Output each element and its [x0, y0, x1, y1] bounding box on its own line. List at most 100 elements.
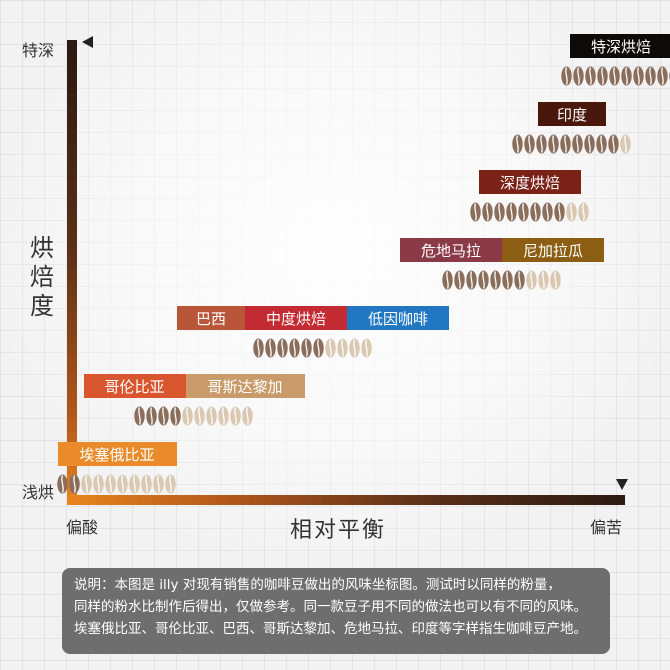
coffee-bean-empty-icon: [182, 406, 193, 426]
origin-label: 哥斯达黎加: [185, 374, 305, 398]
x-axis-title: 相对平衡: [290, 518, 387, 543]
coffee-bean-filled-icon: [633, 66, 644, 86]
origin-label: 低因咖啡: [347, 306, 449, 330]
bean-scale: [561, 66, 670, 88]
coffee-bean-filled-icon: [548, 134, 559, 154]
coffee-bean-filled-icon: [597, 66, 608, 86]
coffee-bean-empty-icon: [566, 202, 577, 222]
coffee-bean-filled-icon: [560, 134, 571, 154]
coffee-bean-empty-icon: [129, 474, 140, 494]
coffee-bean-filled-icon: [572, 134, 583, 154]
coffee-bean-filled-icon: [134, 406, 145, 426]
bean-scale: [57, 474, 176, 496]
note-line: 同样的粉水比制作后得出，仅做参考。同一款豆子用不同的做法也可以有不同的风味。: [74, 599, 587, 615]
x-axis-high-label: 偏苦: [590, 518, 623, 537]
coffee-bean-empty-icon: [81, 474, 92, 494]
x-axis-arrow-icon: [616, 479, 628, 490]
coffee-bean-filled-icon: [490, 270, 501, 290]
note-line: 说明：本图是 illy 对现有销售的咖啡豆做出的风味坐标图。测试时以同样的粉量，: [74, 577, 561, 593]
coffee-bean-filled-icon: [57, 474, 68, 494]
coffee-bean-filled-icon: [506, 202, 517, 222]
coffee-bean-empty-icon: [194, 406, 205, 426]
explanation-note: 说明：本图是 illy 对现有销售的咖啡豆做出的风味坐标图。测试时以同样的粉量，…: [62, 568, 610, 654]
bean-scale: [134, 406, 253, 428]
coffee-bean-empty-icon: [141, 474, 152, 494]
coffee-bean-empty-icon: [538, 270, 549, 290]
y-axis-high-label: 特深: [22, 41, 55, 60]
coffee-bean-filled-icon: [470, 202, 481, 222]
coffee-bean-empty-icon: [578, 202, 589, 222]
y-axis-arrow-icon: [82, 36, 93, 48]
coffee-bean-filled-icon: [253, 338, 264, 358]
coffee-bean-filled-icon: [478, 270, 489, 290]
coffee-bean-empty-icon: [242, 406, 253, 426]
coffee-bean-empty-icon: [117, 474, 128, 494]
y-axis-bar: [67, 40, 77, 505]
coffee-bean-filled-icon: [146, 406, 157, 426]
coffee-bean-empty-icon: [361, 338, 372, 358]
coffee-bean-filled-icon: [158, 406, 169, 426]
coffee-bean-filled-icon: [573, 66, 584, 86]
coffee-bean-empty-icon: [349, 338, 360, 358]
coffee-bean-empty-icon: [105, 474, 116, 494]
coffee-bean-filled-icon: [265, 338, 276, 358]
y-axis-title: 烘焙度: [30, 234, 54, 320]
origin-label: 深度烘焙: [479, 170, 581, 194]
coffee-bean-filled-icon: [289, 338, 300, 358]
origin-label: 哥伦比亚: [83, 374, 186, 398]
coffee-bean-filled-icon: [494, 202, 505, 222]
coffee-bean-filled-icon: [301, 338, 312, 358]
note-line: 埃塞俄比亚、哥伦比亚、巴西、哥斯达黎加、危地马拉、印度等字样指生咖啡豆产地。: [74, 621, 587, 637]
y-axis-low-label: 浅烘: [22, 483, 55, 502]
origin-label: 尼加拉瓜: [502, 238, 604, 262]
bean-scale: [470, 202, 589, 224]
coffee-bean-empty-icon: [153, 474, 164, 494]
coffee-bean-empty-icon: [230, 406, 241, 426]
coffee-bean-filled-icon: [584, 134, 595, 154]
bean-scale: [253, 338, 372, 360]
coffee-bean-empty-icon: [218, 406, 229, 426]
coffee-bean-filled-icon: [585, 66, 596, 86]
coffee-bean-filled-icon: [561, 66, 572, 86]
coffee-bean-filled-icon: [313, 338, 324, 358]
coffee-bean-empty-icon: [620, 134, 631, 154]
coffee-bean-filled-icon: [609, 66, 620, 86]
x-axis-low-label: 偏酸: [66, 518, 99, 537]
coffee-bean-filled-icon: [536, 134, 547, 154]
origin-label: 特深烘焙: [570, 34, 670, 58]
coffee-bean-filled-icon: [442, 270, 453, 290]
coffee-bean-filled-icon: [657, 66, 668, 86]
coffee-bean-filled-icon: [518, 202, 529, 222]
coffee-bean-filled-icon: [542, 202, 553, 222]
coffee-bean-empty-icon: [337, 338, 348, 358]
coffee-bean-filled-icon: [170, 406, 181, 426]
coffee-bean-filled-icon: [454, 270, 465, 290]
coffee-bean-filled-icon: [502, 270, 513, 290]
coffee-bean-empty-icon: [93, 474, 104, 494]
coffee-bean-filled-icon: [524, 134, 535, 154]
coffee-bean-empty-icon: [550, 270, 561, 290]
coffee-bean-filled-icon: [621, 66, 632, 86]
coffee-bean-empty-icon: [165, 474, 176, 494]
coffee-bean-filled-icon: [596, 134, 607, 154]
origin-label: 中度烘焙: [245, 306, 347, 330]
coffee-bean-filled-icon: [514, 270, 525, 290]
coffee-bean-filled-icon: [645, 66, 656, 86]
coffee-bean-empty-icon: [206, 406, 217, 426]
coffee-bean-empty-icon: [526, 270, 537, 290]
x-axis-bar: [67, 495, 625, 505]
origin-label: 巴西: [177, 306, 245, 330]
coffee-bean-filled-icon: [69, 474, 80, 494]
coffee-bean-filled-icon: [512, 134, 523, 154]
origin-label: 印度: [538, 102, 606, 126]
bean-scale: [442, 270, 561, 292]
origin-label: 危地马拉: [400, 238, 502, 262]
coffee-bean-filled-icon: [482, 202, 493, 222]
bean-scale: [512, 134, 631, 156]
coffee-bean-filled-icon: [466, 270, 477, 290]
coffee-bean-empty-icon: [325, 338, 336, 358]
origin-label: 埃塞俄比亚: [57, 442, 177, 466]
coffee-bean-filled-icon: [608, 134, 619, 154]
coffee-bean-filled-icon: [530, 202, 541, 222]
coffee-bean-filled-icon: [554, 202, 565, 222]
